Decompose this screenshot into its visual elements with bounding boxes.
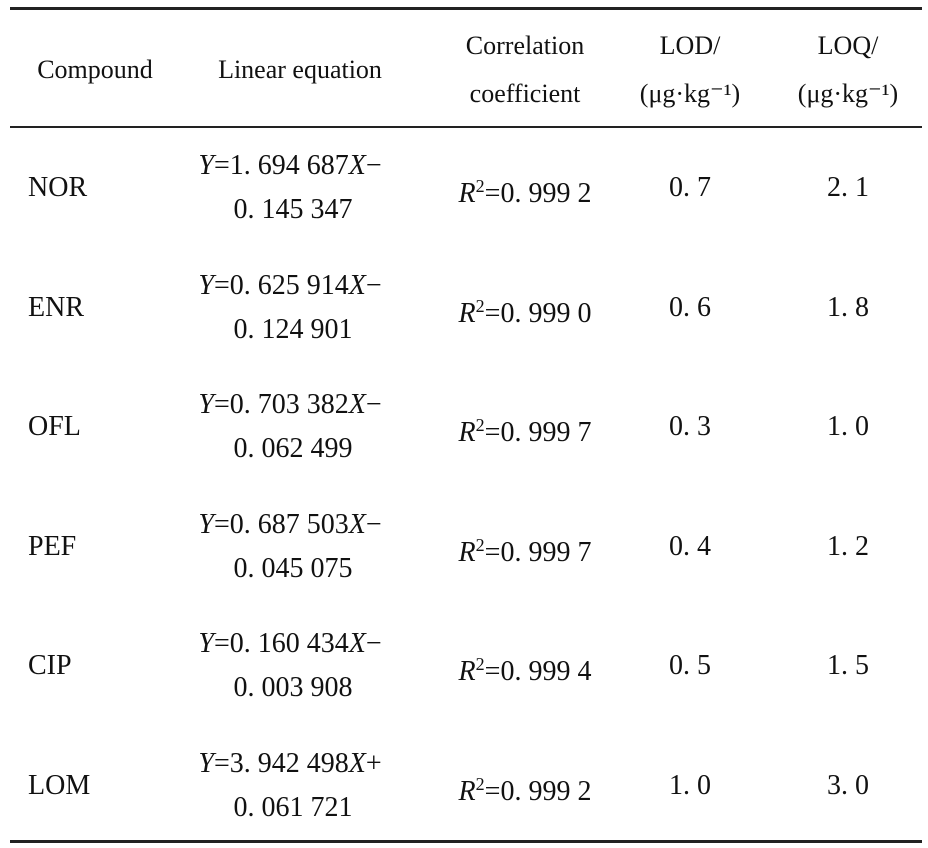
loq: 3. 0 bbox=[827, 770, 869, 801]
loq: 1. 8 bbox=[827, 291, 869, 323]
equation-line: Y=1. 694 687X− bbox=[198, 150, 382, 181]
lod: 0. 6 bbox=[669, 291, 711, 323]
equation-line: 0. 062 499 bbox=[233, 433, 353, 465]
header-cell: Linear equation bbox=[218, 55, 382, 84]
lod: 0. 4 bbox=[669, 530, 711, 562]
compound: OFL bbox=[28, 411, 81, 443]
header-cell: coefficient bbox=[469, 79, 581, 108]
correlation: R2=0. 999 0 bbox=[458, 295, 592, 329]
header-cell: (μg·kg⁻¹) bbox=[797, 79, 899, 108]
correlation: R2=0. 999 7 bbox=[458, 534, 592, 568]
compound: NOR bbox=[28, 172, 88, 203]
correlation: R2=0. 999 2 bbox=[458, 773, 592, 808]
compound: ENR bbox=[28, 291, 84, 323]
header-cell: Correlation bbox=[465, 31, 585, 60]
loq: 1. 5 bbox=[827, 650, 869, 682]
lod: 0. 7 bbox=[669, 172, 711, 203]
loq: 1. 0 bbox=[827, 411, 869, 443]
header-rule bbox=[10, 126, 922, 128]
equation-line: Y=0. 160 434X− bbox=[198, 628, 382, 660]
correlation: R2=0. 999 2 bbox=[458, 175, 592, 210]
equation-line: 0. 045 075 bbox=[233, 552, 353, 584]
equation-line: 0. 003 908 bbox=[233, 672, 353, 704]
lod: 0. 5 bbox=[669, 650, 711, 682]
equation-line: 0. 061 721 bbox=[233, 792, 353, 823]
compound: PEF bbox=[28, 530, 77, 562]
bottom-rule bbox=[10, 840, 922, 843]
header-cell: LOQ/ bbox=[817, 31, 879, 60]
loq: 1. 2 bbox=[827, 530, 869, 562]
equation-line: Y=0. 703 382X− bbox=[198, 389, 382, 421]
equation-line: 0. 145 347 bbox=[233, 194, 353, 225]
equation-line: 0. 124 901 bbox=[233, 313, 353, 345]
header-cell: (μg·kg⁻¹) bbox=[639, 79, 741, 108]
equation-line: Y=0. 625 914X− bbox=[198, 269, 382, 301]
header-cell: LOD/ bbox=[659, 31, 721, 60]
lod: 1. 0 bbox=[669, 770, 711, 801]
correlation: R2=0. 999 4 bbox=[458, 654, 592, 688]
compound: LOM bbox=[28, 770, 91, 801]
header-cell: Compound bbox=[37, 55, 153, 84]
top-rule bbox=[10, 7, 922, 10]
correlation: R2=0. 999 7 bbox=[458, 415, 592, 449]
loq: 2. 1 bbox=[827, 172, 869, 203]
equation-line: Y=0. 687 503X− bbox=[198, 508, 382, 540]
equation-line: Y=3. 942 498X+ bbox=[198, 748, 382, 779]
compound: CIP bbox=[28, 650, 72, 682]
lod: 0. 3 bbox=[669, 411, 711, 443]
